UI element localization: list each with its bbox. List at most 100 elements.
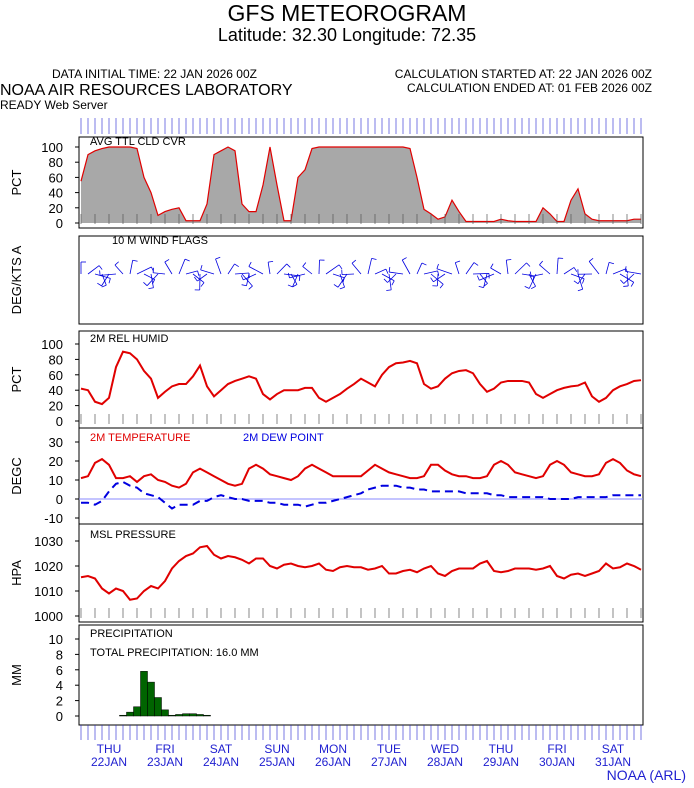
wind-barb <box>101 273 110 287</box>
date-label: 25JAN <box>259 755 295 769</box>
wind-barb <box>577 273 586 284</box>
wind-barb-feather <box>582 278 585 284</box>
wind-barb <box>436 273 439 287</box>
wind-barb-feather <box>371 258 377 260</box>
wind-barb <box>337 273 348 288</box>
wind-barb <box>433 273 446 283</box>
wind-barb <box>531 273 544 277</box>
wind-barb-feather <box>436 263 439 269</box>
panel-title: 10 M WIND FLAGS <box>112 235 208 247</box>
y-tick-label: 1030 <box>34 534 63 549</box>
wind-barb-feather <box>152 267 154 273</box>
wind-barb-feather <box>97 282 102 287</box>
wind-barb <box>521 273 534 277</box>
lab-name: NOAA AIR RESOURCES LABORATORY <box>0 82 293 99</box>
wind-barb-feather <box>351 259 357 264</box>
legend-dew-point: 2M DEW POINT <box>243 432 324 444</box>
wind-barb-feather <box>184 258 190 262</box>
wind-barb-feather <box>240 275 244 281</box>
wind-barb-feather <box>143 281 148 286</box>
y-tick-label: 80 <box>49 155 63 170</box>
rel-humid-line <box>80 350 642 406</box>
wind-barb <box>367 258 372 275</box>
wind-barb <box>605 262 610 275</box>
panel-frame-0 <box>78 136 644 229</box>
wind-barb <box>114 264 124 275</box>
y-tick-label: 30 <box>49 435 63 450</box>
y-tick-label: -10 <box>44 511 63 526</box>
wind-barb-feather <box>302 262 307 267</box>
wind-barb <box>619 273 634 283</box>
y-tick-label: 0 <box>56 709 63 724</box>
wind-barb-feather <box>234 263 239 267</box>
panel-title: 2M REL HUMID <box>90 333 168 345</box>
wind-barb-feather <box>386 289 392 291</box>
panel-title: AVG TTL CLD CVR <box>90 136 186 148</box>
y-tick-label: 20 <box>49 454 63 469</box>
wind-barb <box>389 271 404 275</box>
wind-barb <box>129 260 134 275</box>
wind-barb-feather <box>625 268 629 274</box>
date-label: 23JAN <box>147 755 183 769</box>
y-tick-label: 8 <box>56 647 63 662</box>
y-axis-label: PCT <box>9 366 24 392</box>
wind-barb <box>215 258 222 275</box>
wind-barb-feather <box>529 271 532 277</box>
wind-barb <box>483 273 488 288</box>
wind-barb <box>200 269 215 275</box>
wind-barb-feather <box>588 257 594 262</box>
wind-barb-feather <box>402 257 407 261</box>
wind-barb <box>248 266 264 275</box>
wind-barb-feather <box>148 287 154 290</box>
wind-barb-feather <box>490 263 494 269</box>
wind-barb-feather <box>524 286 530 289</box>
wind-barb-feather <box>194 276 198 282</box>
wind-barb <box>325 264 340 275</box>
date-label: 27JAN <box>371 755 407 769</box>
y-tick-label: 100 <box>41 140 63 155</box>
wind-barb <box>100 273 117 276</box>
y-tick-label: 6 <box>56 663 63 678</box>
y-axis-label: DEGC <box>9 457 24 495</box>
wind-barb <box>241 273 253 287</box>
panel-frame-4 <box>78 523 644 623</box>
wind-barb-feather <box>476 275 480 281</box>
wind-barb <box>388 273 392 290</box>
wind-barb <box>192 273 205 283</box>
precip-bar <box>175 714 183 717</box>
y-tick-label: 2 <box>56 694 63 709</box>
wind-barb <box>246 273 250 286</box>
wind-barb-feather <box>391 280 395 286</box>
total-precipitation: TOTAL PRECIPITATION: 16.0 MM <box>90 647 259 659</box>
y-tick-label: 0 <box>56 492 63 507</box>
wind-barb-feather <box>200 282 205 287</box>
y-tick-label: 20 <box>49 399 63 414</box>
wind-barb <box>276 263 288 275</box>
pressure-line <box>80 544 642 601</box>
day-of-week-label: THU <box>97 742 122 756</box>
wind-barb-feather <box>108 278 111 284</box>
wind-barb <box>539 264 551 275</box>
wind-barb-feather <box>101 284 107 288</box>
y-tick-label: 4 <box>56 678 63 693</box>
panel-title: MSL PRESSURE <box>90 529 176 541</box>
wind-barb-feather <box>539 260 544 266</box>
y-tick-label: 1010 <box>34 584 63 599</box>
calculation-ended: CALCULATION ENDED AT: 01 FEB 2026 00Z <box>407 81 652 95</box>
wind-barb <box>267 262 271 275</box>
wind-barb-feather <box>287 284 293 288</box>
y-tick-label: 60 <box>49 368 63 383</box>
wind-barb <box>465 262 475 275</box>
y-tick-label: 10 <box>49 473 63 488</box>
wind-barb-feather <box>624 266 627 272</box>
date-label: 22JAN <box>91 755 127 769</box>
wind-barb-feather <box>132 259 138 262</box>
wind-barb-feather <box>573 267 578 272</box>
wind-barb <box>178 259 186 275</box>
y-tick-label: 100 <box>41 337 63 352</box>
wind-barb-feather <box>439 284 444 289</box>
day-of-week-label: FRI <box>547 742 566 756</box>
wind-barb-feather <box>98 265 103 270</box>
day-of-week-label: MON <box>319 742 347 756</box>
precip-bar <box>140 671 148 717</box>
